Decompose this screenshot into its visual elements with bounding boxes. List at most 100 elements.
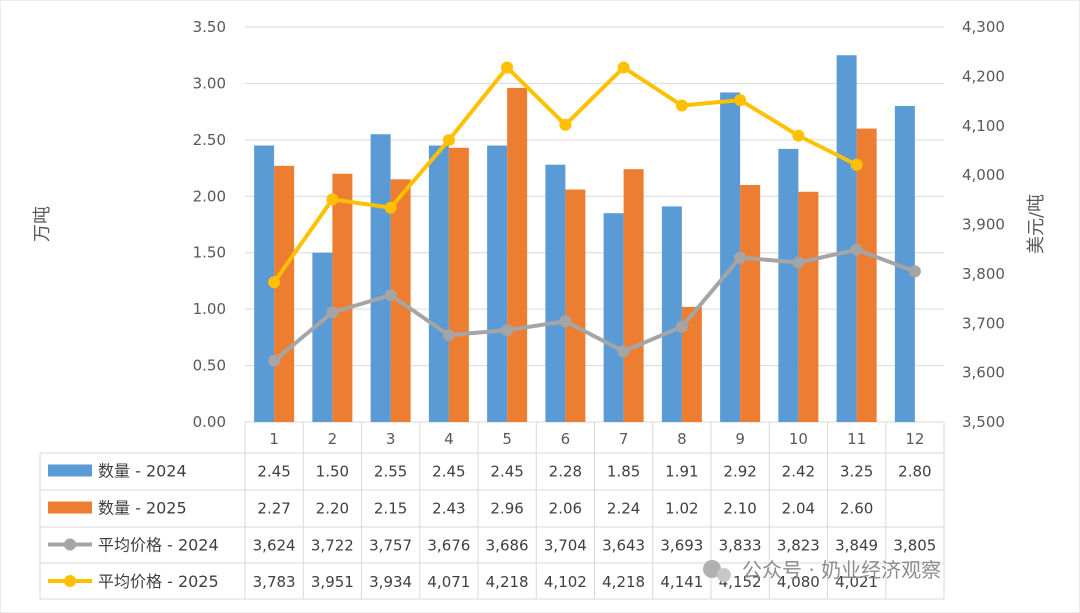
category-label: 5 (502, 430, 512, 448)
left-tick-label: 3.50 (193, 18, 226, 36)
wechat-icon-bubble (717, 568, 731, 582)
line-point (734, 94, 747, 107)
line-point (442, 134, 455, 147)
bar (836, 55, 857, 422)
category-label: 4 (444, 430, 454, 448)
bar (312, 252, 333, 422)
left-tick-label: 2.50 (193, 131, 226, 149)
line-point (675, 99, 688, 112)
line-point (559, 315, 572, 328)
watermark-text: 公众号 · 奶业经济观察 (742, 558, 941, 582)
bar (370, 134, 391, 422)
table-cell: 2.28 (549, 463, 582, 481)
table-cell: 4,141 (660, 573, 703, 591)
table-cell: 2.45 (490, 463, 523, 481)
legend-swatch (48, 501, 92, 514)
table-cell: 2.10 (723, 500, 756, 518)
table-cell: 3.25 (840, 463, 873, 481)
left-tick-label: 0.50 (193, 357, 226, 375)
right-tick-label: 3,800 (962, 265, 1005, 283)
line-point (501, 324, 514, 337)
legend-label: 平均价格 - 2025 (98, 572, 219, 591)
right-tick-label: 3,700 (962, 314, 1005, 332)
table-cell: 1.91 (665, 463, 698, 481)
table-cell: 3,833 (719, 537, 762, 555)
bar (778, 148, 799, 422)
right-tick-label: 3,600 (962, 364, 1005, 382)
bar (894, 106, 915, 422)
line-point (675, 320, 688, 333)
table-cell: 2.60 (840, 500, 873, 518)
line-point (792, 256, 805, 269)
table-cell: 4,021 (835, 573, 878, 591)
line-point (268, 354, 281, 367)
table-cell: 2.45 (432, 463, 465, 481)
table-cell: 3,951 (311, 573, 354, 591)
line-point (850, 158, 863, 171)
line-point (326, 306, 339, 319)
table-cell: 1.85 (607, 463, 640, 481)
table-cell: 2.04 (782, 500, 815, 518)
category-label: 1 (269, 430, 279, 448)
category-label: 7 (619, 430, 629, 448)
line-point (442, 329, 455, 342)
bar (740, 185, 761, 422)
right-tick-label: 4,100 (962, 117, 1005, 135)
gridlines (245, 26, 944, 423)
right-tick-label: 4,300 (962, 18, 1005, 36)
bar (507, 87, 528, 422)
legend-label: 数量 - 2024 (98, 462, 187, 481)
category-label: 10 (789, 430, 808, 448)
bar (254, 145, 275, 422)
table-cell: 3,722 (311, 537, 354, 555)
table-cell: 3,823 (777, 537, 820, 555)
series-line (272, 247, 916, 363)
line-point (617, 61, 630, 74)
table-cell: 4,218 (602, 573, 645, 591)
table-cell: 1.50 (316, 463, 349, 481)
data-table: 数量 - 2024 2.45 1.50 2.55 2.45 2.45 2.28 1.85 1.9… (48, 462, 936, 591)
line-point (384, 201, 397, 214)
line-point (792, 129, 805, 142)
legend-label: 平均价格 - 2024 (98, 536, 219, 555)
line-series (268, 61, 921, 367)
right-axis-ticks: 3,500 3,600 3,700 3,800 3,900 4,000 4,100 4,200… (962, 18, 1005, 431)
table-cell: 2.24 (607, 500, 640, 518)
table-cell: 3,805 (893, 537, 936, 555)
table-cell: 2.27 (257, 500, 290, 518)
bar (487, 145, 508, 422)
data-table-grid (39, 422, 945, 600)
bar (565, 189, 586, 422)
right-tick-label: 4,000 (962, 166, 1005, 184)
left-tick-label: 2.00 (193, 187, 226, 205)
table-cell: 2.20 (316, 500, 349, 518)
left-tick-label: 1.00 (193, 300, 226, 318)
table-cell: 4,071 (427, 573, 470, 591)
table-cell: 3,783 (253, 573, 296, 591)
right-axis-title: 美元/吨 (1026, 194, 1047, 254)
line-point (734, 251, 747, 264)
table-cell: 2.45 (257, 463, 290, 481)
legend-swatch (48, 464, 92, 477)
table-cell: 1.02 (665, 500, 698, 518)
category-label: 3 (386, 430, 396, 448)
bar (428, 145, 449, 422)
table-cell: 4,218 (486, 573, 529, 591)
table-cell: 3,624 (253, 537, 296, 555)
table-cell: 3,757 (369, 537, 412, 555)
category-label: 8 (677, 430, 687, 448)
right-tick-label: 3,900 (962, 216, 1005, 234)
line-point (326, 193, 339, 206)
line-point (501, 61, 514, 74)
bar (545, 164, 566, 422)
table-cell: 3,693 (660, 537, 703, 555)
table-cell: 2.96 (490, 500, 523, 518)
table-cell: 2.92 (723, 463, 756, 481)
line-point (559, 118, 572, 131)
left-tick-label: 3.00 (193, 74, 226, 92)
right-tick-label: 4,200 (962, 67, 1005, 85)
legend-swatch-marker (64, 575, 76, 587)
bar (661, 206, 682, 422)
